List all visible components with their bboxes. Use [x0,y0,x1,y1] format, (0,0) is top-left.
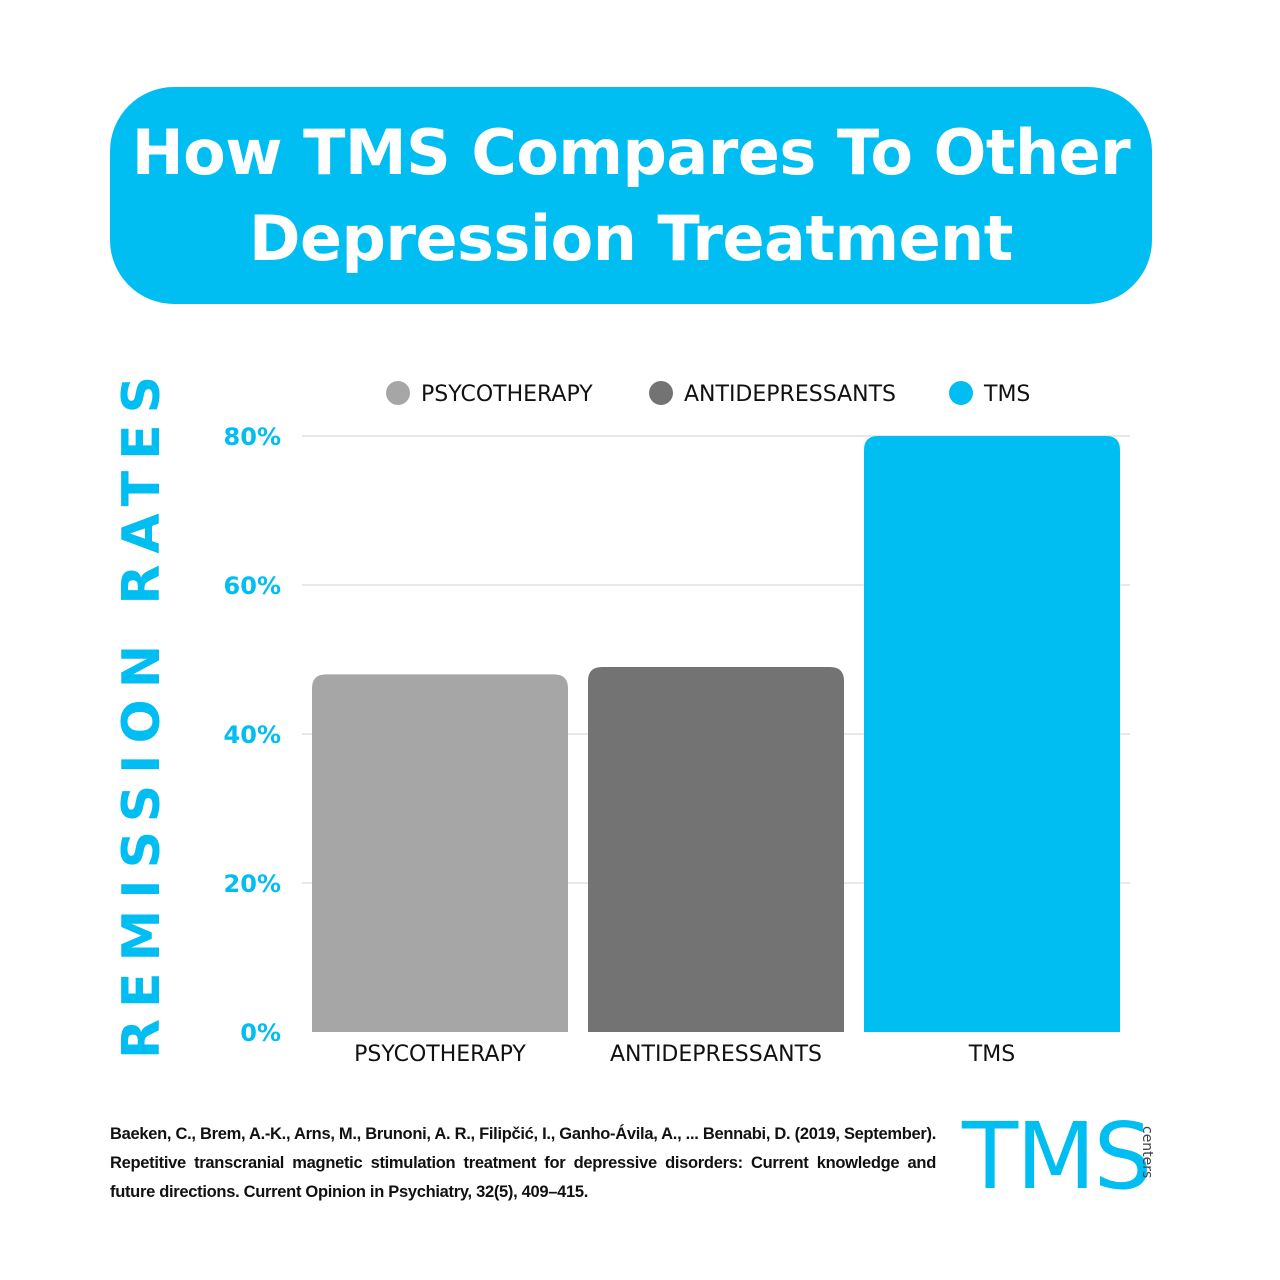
legend-label: ANTIDEPRESSANTS [684,382,896,407]
legend-label: TMS [983,382,1030,407]
bar-antidepressants [588,666,844,1032]
x-tick-label: ANTIDEPRESSANTS [610,1042,822,1067]
x-tick-label: PSYCOTHERAPY [354,1042,526,1067]
tms-logo-subtitle: centers [1139,1126,1155,1179]
page-title-line-1: How TMS Compares To Other [131,115,1131,189]
tms-logo: TMS [962,1103,1152,1210]
legend-marker [386,381,410,405]
citation-text: Baeken, C., Brem, A.-K., Arns, M., Bruno… [110,1125,936,1201]
legend-marker [649,381,673,405]
page-title-line-2: Depression Treatment [249,201,1013,275]
y-tick-label: 80% [224,423,281,451]
y-tick-label: 20% [224,870,281,898]
bar-psycotherapy [312,674,568,1032]
y-tick-label: 0% [240,1019,281,1047]
y-tick-label: 40% [224,721,281,749]
bar-tms [864,436,1120,1032]
legend-label: PSYCOTHERAPY [421,382,593,407]
x-tick-label: TMS [968,1042,1015,1067]
y-tick-label: 60% [224,572,281,600]
title-banner: How TMS Compares To Other Depression Tre… [110,87,1152,304]
legend-marker [949,381,973,405]
